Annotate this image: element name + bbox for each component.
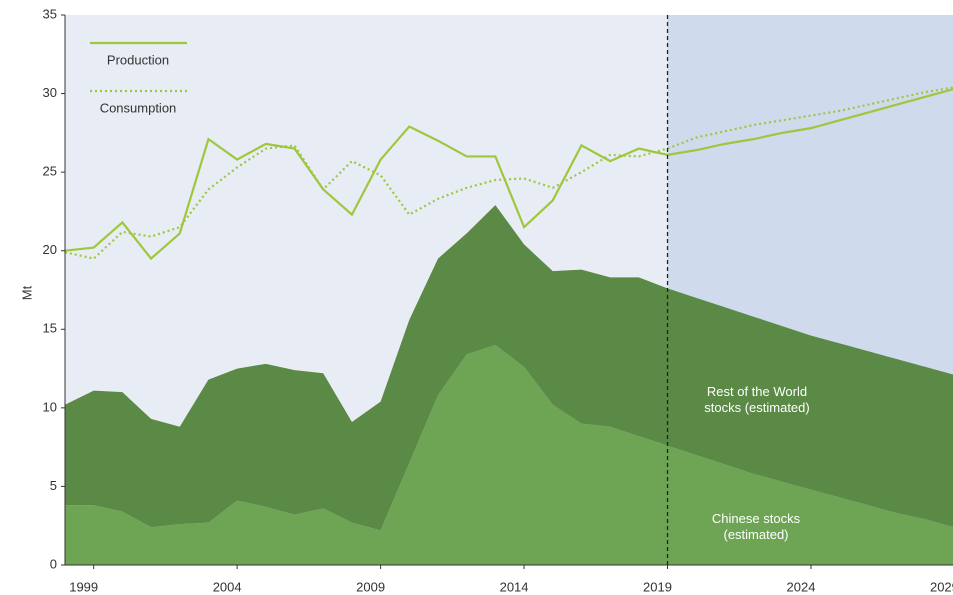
x-tick-label: 2004	[213, 579, 242, 594]
x-tick-label: 2019	[643, 579, 672, 594]
stock-area	[65, 205, 953, 531]
y-tick-label: 0	[50, 556, 57, 571]
x-tick-label: 2014	[500, 579, 529, 594]
x-tick-label: 2029	[930, 579, 953, 594]
x-tick-label: 2009	[356, 579, 385, 594]
x-tick-label: 1999	[69, 579, 98, 594]
y-tick-label: 25	[43, 164, 57, 179]
y-tick-label: 35	[43, 6, 57, 21]
y-tick-label: 15	[43, 321, 57, 336]
series-line	[65, 86, 953, 260]
annotation: Rest of the World stocks (estimated)	[704, 384, 810, 415]
y-tick-label: 30	[43, 85, 57, 100]
legend-label: Production	[107, 52, 169, 67]
y-tick-label: 5	[50, 478, 57, 493]
stock-area	[65, 345, 953, 565]
y-tick-label: 10	[43, 399, 57, 414]
annotation: Chinese stocks (estimated)	[711, 511, 801, 542]
legend-label: Consumption	[100, 100, 177, 115]
x-tick-label: 2024	[787, 579, 816, 594]
y-axis-label: Mt	[19, 285, 34, 300]
series-line	[65, 88, 953, 261]
y-tick-label: 20	[43, 242, 57, 257]
